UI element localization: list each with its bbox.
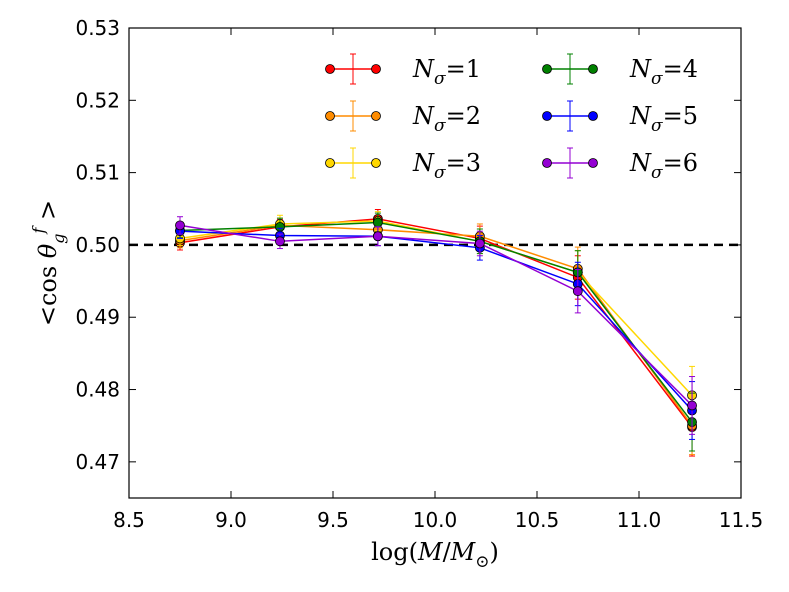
y-tick-label: 0.52 <box>75 88 120 112</box>
legend: Nσ=1 Nσ=2 Nσ=3 Nσ=4 Nσ=5 Nσ=6 <box>325 53 698 183</box>
legend-label: Nσ=3 <box>412 149 481 183</box>
y-tick-label: 0.53 <box>75 16 120 40</box>
legend-item-2: Nσ=2 <box>325 100 481 136</box>
x-tick-label: 9.5 <box>317 508 349 532</box>
data-point <box>474 238 485 249</box>
legend-label: Nσ=1 <box>412 55 481 89</box>
legend-item-5: Nσ=5 <box>542 100 698 136</box>
legend-label: Nσ=4 <box>629 55 698 89</box>
series-line <box>179 230 693 412</box>
data-point <box>275 236 285 247</box>
legend-marker <box>542 111 552 121</box>
y-tick-label: 0.50 <box>75 233 120 257</box>
legend-marker <box>371 158 381 168</box>
legend-label: Nσ=6 <box>629 149 698 183</box>
x-tick-label: 9.0 <box>215 508 247 532</box>
legend-marker <box>588 158 598 168</box>
data-point <box>372 217 383 228</box>
series-line <box>179 218 693 428</box>
legend-marker <box>371 111 381 121</box>
x-axis-label: log(M/M⊙) <box>371 538 499 572</box>
x-tick-label: 11.0 <box>617 508 662 532</box>
svg-text:log(M/M⊙): log(M/M⊙) <box>371 538 499 572</box>
legend-marker <box>325 158 335 168</box>
legend-marker <box>542 64 552 74</box>
legend-item-4: Nσ=4 <box>542 53 698 89</box>
y-tick-label: 0.49 <box>75 305 120 329</box>
legend-marker <box>588 64 598 74</box>
legend-marker <box>325 111 335 121</box>
x-tick-label: 10.5 <box>515 508 560 532</box>
legend-item-6: Nσ=6 <box>542 147 698 183</box>
legend-item-3: Nσ=3 <box>325 147 481 183</box>
legend-label: Nσ=2 <box>412 102 481 136</box>
data-point <box>687 400 697 411</box>
plot-area <box>129 28 741 498</box>
x-tick-label: 8.5 <box>113 508 145 532</box>
data-point <box>572 286 583 297</box>
y-tick-label: 0.51 <box>75 161 120 185</box>
series-6 <box>175 216 697 435</box>
legend-label: Nσ=5 <box>629 102 698 136</box>
series-line <box>179 221 693 423</box>
legend-marker <box>588 111 598 121</box>
x-tick-label: 11.5 <box>719 508 764 532</box>
series-line <box>179 224 693 406</box>
legend-item-1: Nσ=1 <box>325 53 481 89</box>
svg-text:<cos θgf >: <cos θgf > <box>29 200 68 326</box>
data-point <box>175 220 185 231</box>
y-tick-label: 0.48 <box>75 378 120 402</box>
y-axis-label: <cos θgf > <box>29 200 68 326</box>
legend-marker <box>325 64 335 74</box>
data-point <box>372 231 383 242</box>
y-tick-label: 0.47 <box>75 450 120 474</box>
legend-marker <box>542 158 552 168</box>
x-tick-label: 10.0 <box>413 508 458 532</box>
legend-marker <box>371 64 381 74</box>
